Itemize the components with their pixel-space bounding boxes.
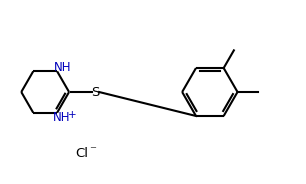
Text: S: S xyxy=(91,86,99,98)
Text: NH: NH xyxy=(53,111,70,124)
Text: ⁻: ⁻ xyxy=(89,144,96,157)
Text: NH: NH xyxy=(54,61,71,74)
Text: Cl: Cl xyxy=(75,147,88,160)
Text: +: + xyxy=(68,110,76,120)
